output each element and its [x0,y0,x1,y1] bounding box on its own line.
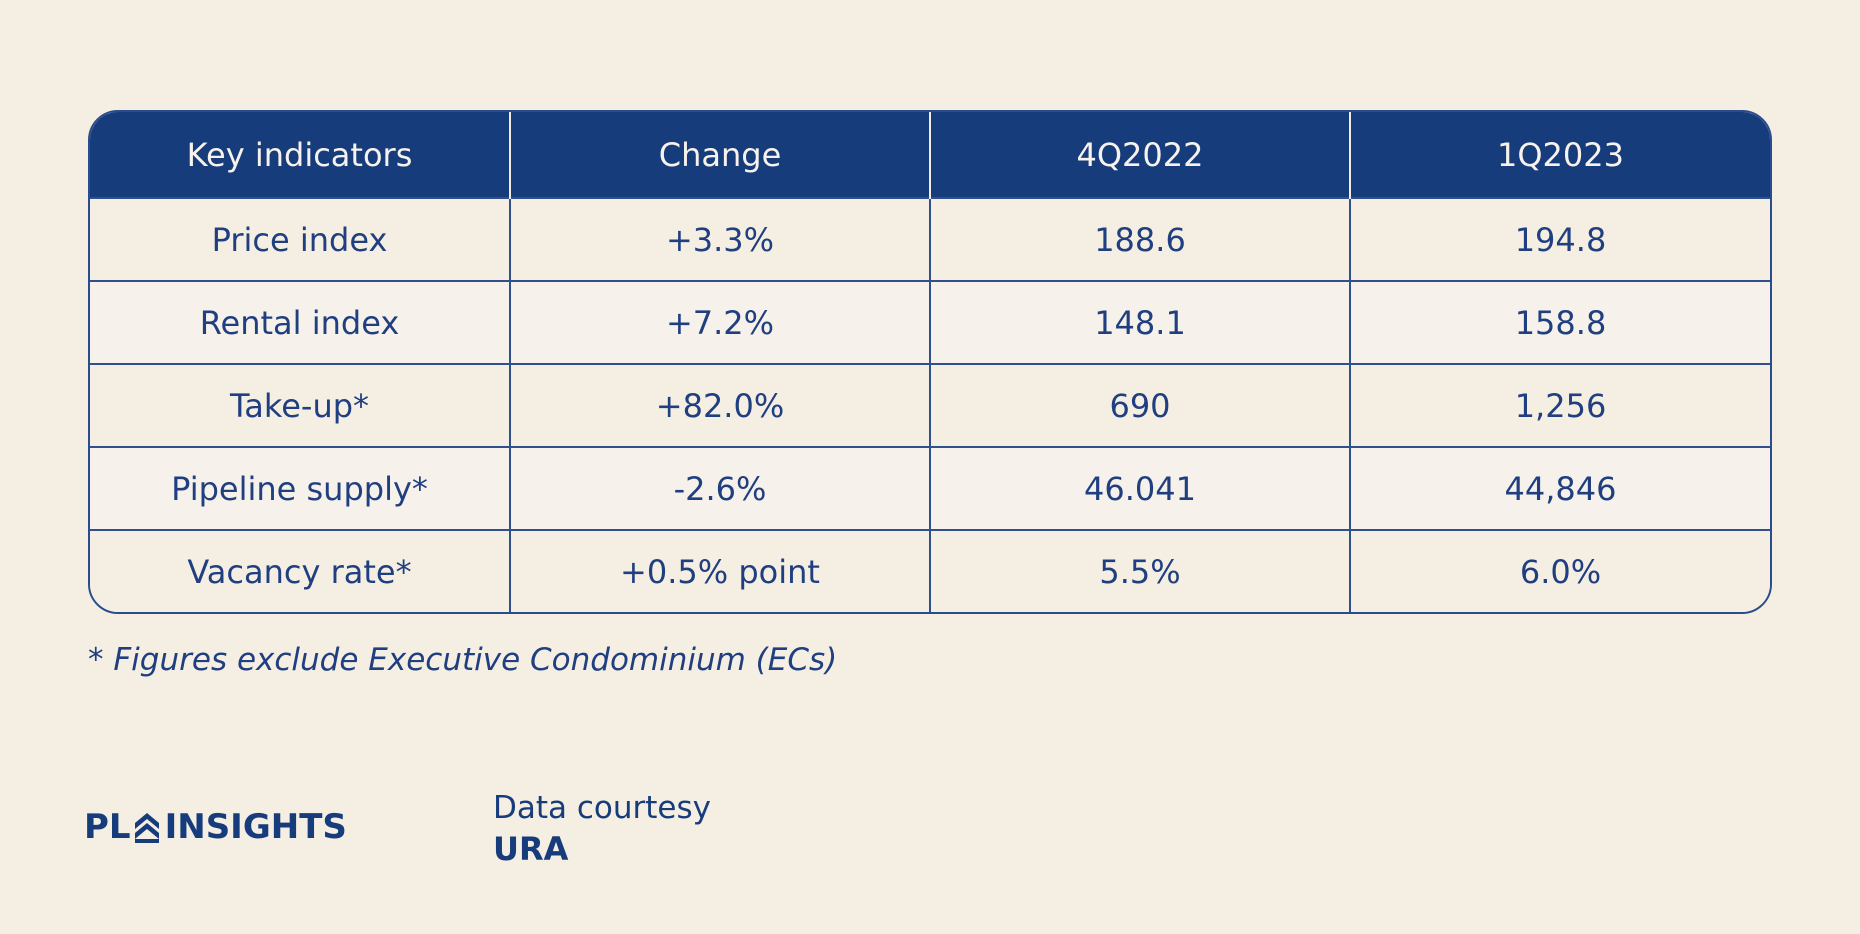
cell-1q2023: 194.8 [1349,197,1770,281]
cell-1q2023: 6.0% [1349,529,1770,612]
cell-4q2022: 148.1 [929,280,1350,364]
table-row: Vacancy rate* +0.5% point 5.5% 6.0% [90,529,1770,612]
footnote: * Figures exclude Executive Condominium … [88,642,838,678]
courtesy-label: Data courtesy [493,790,711,826]
cell-change: -2.6% [509,446,930,530]
logo-text-left: PL [84,807,131,847]
cell-change: +0.5% point [509,529,930,612]
header-change: Change [509,112,930,198]
table-row: Pipeline supply* -2.6% 46.041 44,846 [90,446,1770,530]
plb-insights-logo: PL INSIGHTS [84,805,347,849]
cell-indicator: Rental index [90,280,510,364]
cell-indicator: Vacancy rate* [90,529,510,612]
table-row: Take-up* +82.0% 690 1,256 [90,363,1770,447]
table-header-row: Key indicators Change 4Q2022 1Q2023 [90,112,1770,198]
cell-1q2023: 44,846 [1349,446,1770,530]
logo-text-right: INSIGHTS [164,807,347,847]
chevron-stack-logo-icon [133,811,161,843]
table-row: Rental index +7.2% 148.1 158.8 [90,280,1770,364]
cell-4q2022: 5.5% [929,529,1350,612]
cell-indicator: Price index [90,197,510,281]
table-row: Price index +3.3% 188.6 194.8 [90,197,1770,281]
cell-indicator: Take-up* [90,363,510,447]
header-key-indicators: Key indicators [90,112,510,198]
cell-1q2023: 1,256 [1349,363,1770,447]
header-4q2022: 4Q2022 [929,112,1350,198]
cell-4q2022: 690 [929,363,1350,447]
indicators-table: Key indicators Change 4Q2022 1Q2023 Pric… [90,112,1770,612]
cell-change: +7.2% [509,280,930,364]
cell-4q2022: 46.041 [929,446,1350,530]
cell-indicator: Pipeline supply* [90,446,510,530]
header-1q2023: 1Q2023 [1349,112,1770,198]
cell-4q2022: 188.6 [929,197,1350,281]
cell-1q2023: 158.8 [1349,280,1770,364]
key-indicators-table: Key indicators Change 4Q2022 1Q2023 Pric… [88,110,1772,614]
cell-change: +3.3% [509,197,930,281]
cell-change: +82.0% [509,363,930,447]
courtesy-source: URA [493,830,569,868]
data-courtesy: Data courtesy URA [493,788,711,870]
